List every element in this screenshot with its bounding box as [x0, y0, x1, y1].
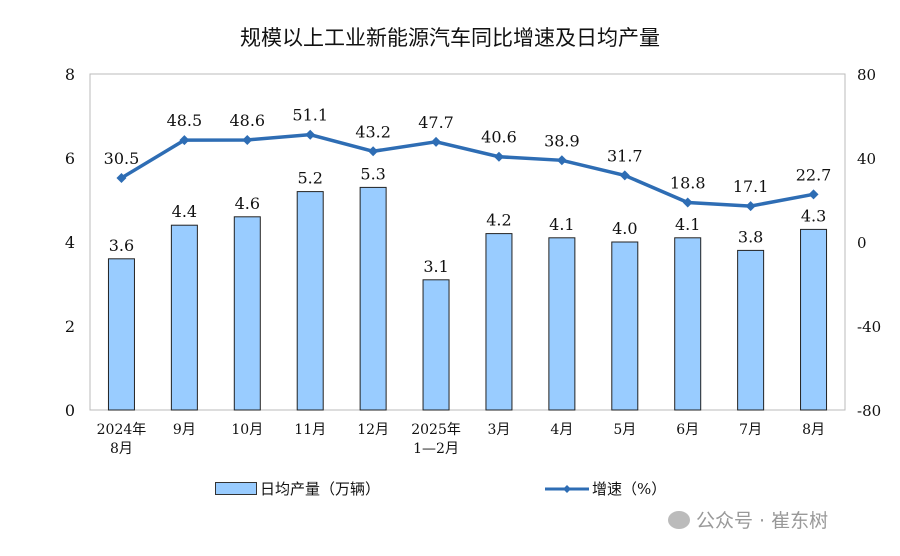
bar	[233, 216, 261, 411]
chart-title: 规模以上工业新能源汽车同比增速及日均产量	[240, 26, 660, 50]
bar	[170, 224, 198, 411]
line-point	[556, 155, 567, 166]
line-data-label: 38.9	[544, 131, 580, 150]
bar	[296, 191, 324, 411]
left-tick-label: 4	[65, 233, 75, 252]
right-tick-label: -80	[857, 402, 881, 420]
x-tick-label: 8月	[110, 441, 133, 457]
x-tick-label: 11月	[294, 422, 326, 438]
left-tick-label: 0	[65, 401, 75, 420]
bar-data-label: 4.3	[801, 206, 826, 225]
line-point	[116, 172, 127, 183]
line-point	[242, 134, 253, 145]
bar-data-label: 3.8	[738, 227, 763, 246]
bar-data-label: 3.6	[109, 236, 134, 255]
watermark-text: 公众号 · 崔东树	[696, 510, 829, 532]
line-point	[493, 151, 504, 162]
left-tick-label: 2	[65, 317, 75, 336]
bar-data-label: 4.4	[172, 202, 197, 221]
x-tick-label: 3月	[487, 422, 510, 438]
x-tick-label: 1—2月	[413, 441, 459, 457]
legend-bar-swatch	[215, 482, 257, 495]
bar	[548, 237, 576, 411]
line-data-label: 31.7	[607, 146, 643, 165]
left-tick-label: 6	[65, 149, 75, 168]
bar-data-label: 4.2	[486, 211, 511, 230]
line-point	[431, 136, 442, 147]
line-data-label: 17.1	[733, 177, 769, 196]
line-data-label: 47.7	[418, 113, 454, 132]
line-data-label: 43.2	[355, 122, 391, 141]
bar-data-label: 3.1	[423, 257, 448, 276]
bar	[422, 279, 450, 411]
x-tick-label: 6月	[676, 422, 699, 438]
bar	[611, 241, 639, 411]
bar-data-label: 4.1	[675, 215, 700, 234]
line-data-label: 51.1	[292, 106, 328, 125]
line-point	[368, 146, 379, 157]
legend-bar: 日均产量（万辆）	[215, 478, 380, 499]
bar	[674, 237, 702, 411]
line-data-label: 18.8	[670, 174, 706, 193]
line-point	[305, 129, 316, 140]
line-data-label: 48.6	[229, 111, 265, 130]
x-tick-label: 7月	[739, 422, 762, 438]
legend-line-label: 增速（%）	[592, 480, 667, 498]
line-point	[179, 135, 190, 146]
x-tick-label: 2025年	[411, 422, 461, 438]
plot-border	[89, 73, 846, 411]
legend-line-swatch	[545, 484, 589, 493]
bar	[107, 258, 135, 411]
x-tick-label: 9月	[173, 422, 196, 438]
x-tick-label: 10月	[231, 422, 263, 438]
bar-data-label: 4.0	[612, 219, 637, 238]
x-tick-label: 2024年	[97, 422, 147, 438]
legend-line: 增速（%）	[545, 478, 666, 499]
bar	[737, 249, 765, 411]
left-tick-label: 8	[65, 65, 75, 84]
right-tick-label: 40	[857, 150, 876, 168]
right-tick-label: 80	[857, 66, 876, 84]
line-data-label: 40.6	[481, 128, 517, 147]
line-data-label: 22.7	[796, 165, 832, 184]
x-tick-label: 5月	[613, 422, 636, 438]
bar	[485, 233, 513, 411]
x-tick-label: 8月	[802, 422, 825, 438]
x-tick-label: 12月	[357, 422, 389, 438]
bar-data-label: 4.6	[235, 194, 260, 213]
bar	[359, 186, 387, 411]
legend-bar-label: 日均产量（万辆）	[260, 480, 381, 498]
line-point	[619, 170, 630, 181]
bar-data-label: 5.3	[360, 164, 385, 183]
growth-line	[120, 132, 814, 208]
line-data-label: 30.5	[104, 149, 140, 168]
bar-data-label: 4.1	[549, 215, 574, 234]
bar-data-label: 5.2	[297, 169, 322, 188]
right-tick-label: -40	[857, 318, 881, 336]
line-data-label: 48.5	[167, 111, 203, 130]
bar	[800, 228, 828, 411]
x-tick-label: 4月	[550, 422, 573, 438]
line-point	[745, 201, 756, 212]
right-tick-label: 0	[857, 234, 867, 252]
line-point	[808, 189, 819, 200]
wechat-icon	[668, 510, 690, 529]
watermark: 公众号 · 崔东树	[668, 506, 828, 533]
line-point	[682, 197, 693, 208]
